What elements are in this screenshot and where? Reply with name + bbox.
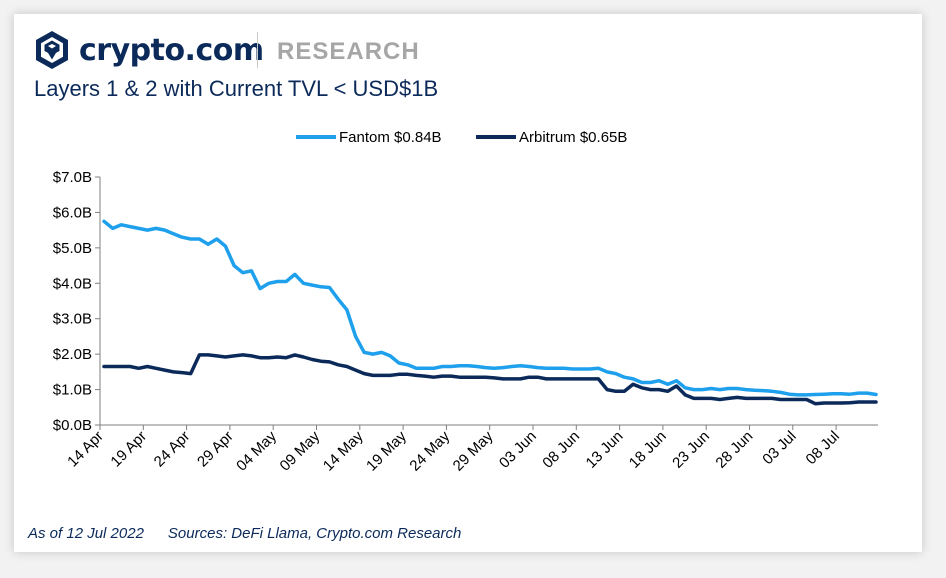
x-tick-label: 04 May (233, 427, 280, 474)
x-tick-label: 24 May (406, 427, 453, 474)
legend-label: Arbitrum $0.65B (519, 129, 627, 146)
y-tick-label: $2.0B (53, 346, 92, 363)
x-tick-label: 13 Jun (583, 428, 627, 472)
x-tick-label: 23 Jun (669, 428, 713, 472)
y-tick-label: $5.0B (53, 240, 92, 257)
x-tick-label: 24 Apr (151, 428, 194, 471)
y-tick-label: $1.0B (53, 382, 92, 399)
sources-note: Sources: DeFi Llama, Crypto.com Research (167, 525, 462, 542)
brand-name: crypto.com (79, 32, 264, 68)
chart-title: Layers 1 & 2 with Current TVL < USD$1B (34, 76, 439, 101)
footer: As of 12 Jul 2022 Sources: DeFi Llama, Cr… (28, 525, 461, 542)
x-tick-label: 09 May (277, 427, 324, 474)
x-tick-label: 18 Jun (626, 428, 670, 472)
crypto-com-logo-icon (36, 31, 68, 69)
x-tick-label: 19 Apr (107, 428, 150, 471)
x-tick-label: 28 Jun (712, 428, 756, 472)
y-tick-label: $7.0B (53, 169, 92, 186)
y-tick-label: $0.0B (53, 417, 92, 434)
x-tick-label: 29 Apr (194, 428, 237, 471)
y-tick-label: $4.0B (53, 275, 92, 292)
series-line-arbitrum (102, 353, 878, 406)
x-tick-label: 08 Jul (803, 428, 843, 468)
brand-divider (257, 32, 258, 68)
brand-header: crypto.com (34, 30, 264, 70)
y-tick-label: $3.0B (53, 311, 92, 328)
series-line-fantom (102, 219, 878, 397)
x-tick-label: 08 Jun (539, 428, 583, 472)
legend-label: Fantom $0.84B (339, 129, 442, 146)
as-of-date: As of 12 Jul 2022 (28, 525, 144, 542)
x-tick-label: 03 Jul (759, 428, 799, 468)
x-tick-label: 03 Jun (496, 428, 540, 472)
y-tick-label: $6.0B (53, 204, 92, 221)
x-tick-label: 14 Apr (64, 428, 107, 471)
report-card (14, 14, 922, 552)
x-tick-label: 19 May (363, 427, 410, 474)
section-label: RESEARCH (277, 38, 420, 65)
x-tick-label: 29 May (450, 427, 497, 474)
x-tick-label: 14 May (320, 427, 367, 474)
